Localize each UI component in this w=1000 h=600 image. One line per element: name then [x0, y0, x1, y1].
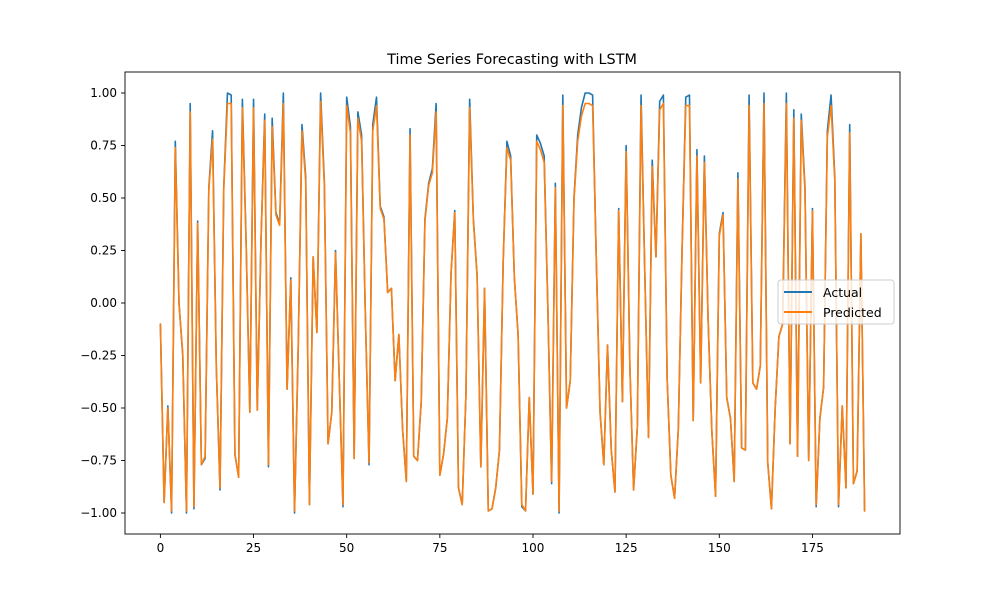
- y-tick-label: 0.25: [90, 244, 117, 258]
- legend: Actual Predicted: [777, 279, 895, 325]
- x-tick-label: 0: [157, 541, 165, 555]
- x-tick-label: 150: [708, 541, 731, 555]
- chart-title: Time Series Forecasting with LSTM: [386, 52, 637, 68]
- y-tick-label: −1.00: [80, 506, 117, 520]
- y-tick-label: 0.50: [90, 191, 117, 205]
- y-tick-label: 0.00: [90, 296, 117, 310]
- y-tick-label: 0.75: [90, 139, 117, 153]
- y-tick-label: −0.25: [80, 349, 117, 363]
- x-tick-label: 175: [801, 541, 824, 555]
- x-tick-label: 50: [339, 541, 354, 555]
- legend-label-actual: Actual: [823, 285, 862, 300]
- y-tick-label: 1.00: [90, 86, 117, 100]
- x-tick-label: 125: [615, 541, 638, 555]
- y-tick-label: −0.50: [80, 401, 117, 415]
- x-tick-label: 100: [522, 541, 545, 555]
- y-tick-label: −0.75: [80, 454, 117, 468]
- x-tick-label: 75: [432, 541, 447, 555]
- plot-area: 0 25 50 75 100 125 150 175 −1.00 −0.75 −0.50 −0.25 0…: [80, 71, 901, 555]
- x-tick-label: 25: [246, 541, 261, 555]
- legend-label-predicted: Predicted: [823, 305, 882, 320]
- series-line-predicted: [159, 100, 866, 512]
